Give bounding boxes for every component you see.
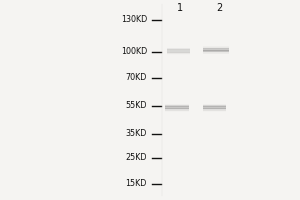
Bar	[203, 108, 226, 109]
Bar	[167, 51, 190, 52]
Text: 15KD: 15KD	[126, 180, 147, 188]
Bar	[165, 105, 189, 106]
Bar	[167, 53, 190, 54]
Bar	[203, 105, 226, 106]
Bar	[203, 105, 226, 106]
Text: 1: 1	[177, 3, 183, 13]
Bar	[165, 105, 189, 106]
Bar	[165, 108, 189, 109]
Text: 25KD: 25KD	[125, 154, 147, 162]
Text: 35KD: 35KD	[126, 130, 147, 138]
Bar	[203, 110, 226, 111]
Bar	[203, 53, 229, 54]
Bar	[167, 54, 190, 55]
Bar	[167, 50, 190, 51]
Text: 2: 2	[216, 3, 222, 13]
Bar	[165, 109, 189, 110]
Bar	[203, 107, 226, 108]
Text: 70KD: 70KD	[126, 73, 147, 82]
Bar	[203, 108, 226, 109]
Bar	[203, 111, 226, 112]
Text: 130KD: 130KD	[121, 16, 147, 24]
Bar	[203, 50, 229, 51]
Bar	[167, 52, 190, 53]
Bar	[167, 48, 190, 49]
Bar	[165, 107, 189, 108]
Bar	[203, 49, 229, 50]
Bar	[203, 106, 226, 107]
Bar	[203, 52, 229, 53]
Bar	[165, 106, 189, 107]
Bar	[203, 104, 226, 105]
Bar	[203, 47, 229, 48]
Bar	[167, 49, 190, 50]
Bar	[165, 110, 189, 111]
Bar	[203, 53, 229, 54]
Bar	[165, 111, 189, 112]
Text: 100KD: 100KD	[121, 47, 147, 56]
Bar	[165, 106, 189, 107]
Bar	[165, 104, 189, 105]
Bar	[203, 51, 229, 52]
Bar	[167, 48, 190, 49]
Bar	[203, 48, 229, 49]
Bar	[203, 106, 226, 107]
Text: 55KD: 55KD	[125, 102, 147, 110]
Bar	[167, 49, 190, 50]
Bar	[165, 110, 189, 111]
Bar	[203, 46, 229, 47]
Bar	[167, 52, 190, 53]
Bar	[203, 51, 229, 52]
Bar	[203, 49, 229, 50]
Bar	[203, 48, 229, 49]
Bar	[203, 110, 226, 111]
Bar	[167, 53, 190, 54]
Bar	[203, 109, 226, 110]
Bar	[165, 108, 189, 109]
